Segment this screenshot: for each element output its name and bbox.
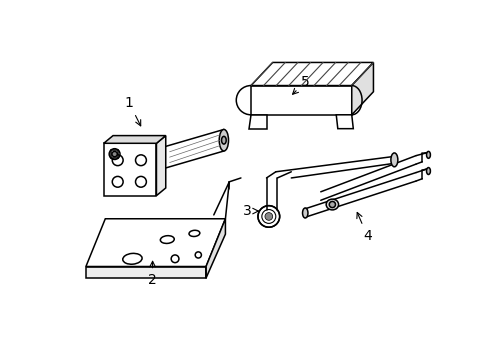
- Polygon shape: [103, 143, 156, 195]
- Circle shape: [264, 213, 272, 220]
- Polygon shape: [86, 219, 225, 266]
- Polygon shape: [249, 115, 266, 129]
- Bar: [110, 150, 118, 158]
- Polygon shape: [86, 266, 205, 278]
- Text: 1: 1: [124, 96, 141, 126]
- Ellipse shape: [302, 208, 307, 218]
- Polygon shape: [336, 115, 352, 129]
- Ellipse shape: [328, 202, 335, 208]
- Polygon shape: [250, 62, 373, 86]
- Circle shape: [258, 206, 279, 227]
- Text: 3: 3: [242, 204, 258, 218]
- Polygon shape: [205, 219, 225, 278]
- Ellipse shape: [390, 153, 397, 167]
- Polygon shape: [351, 62, 373, 115]
- Ellipse shape: [221, 136, 226, 144]
- Text: 4: 4: [356, 212, 371, 243]
- Text: 2: 2: [148, 261, 157, 287]
- Ellipse shape: [426, 152, 429, 158]
- Ellipse shape: [219, 130, 228, 151]
- Circle shape: [112, 152, 117, 157]
- Ellipse shape: [325, 199, 338, 210]
- Polygon shape: [250, 86, 351, 115]
- Polygon shape: [103, 136, 165, 143]
- Polygon shape: [156, 136, 165, 195]
- Ellipse shape: [426, 167, 429, 175]
- Text: 5: 5: [292, 75, 309, 94]
